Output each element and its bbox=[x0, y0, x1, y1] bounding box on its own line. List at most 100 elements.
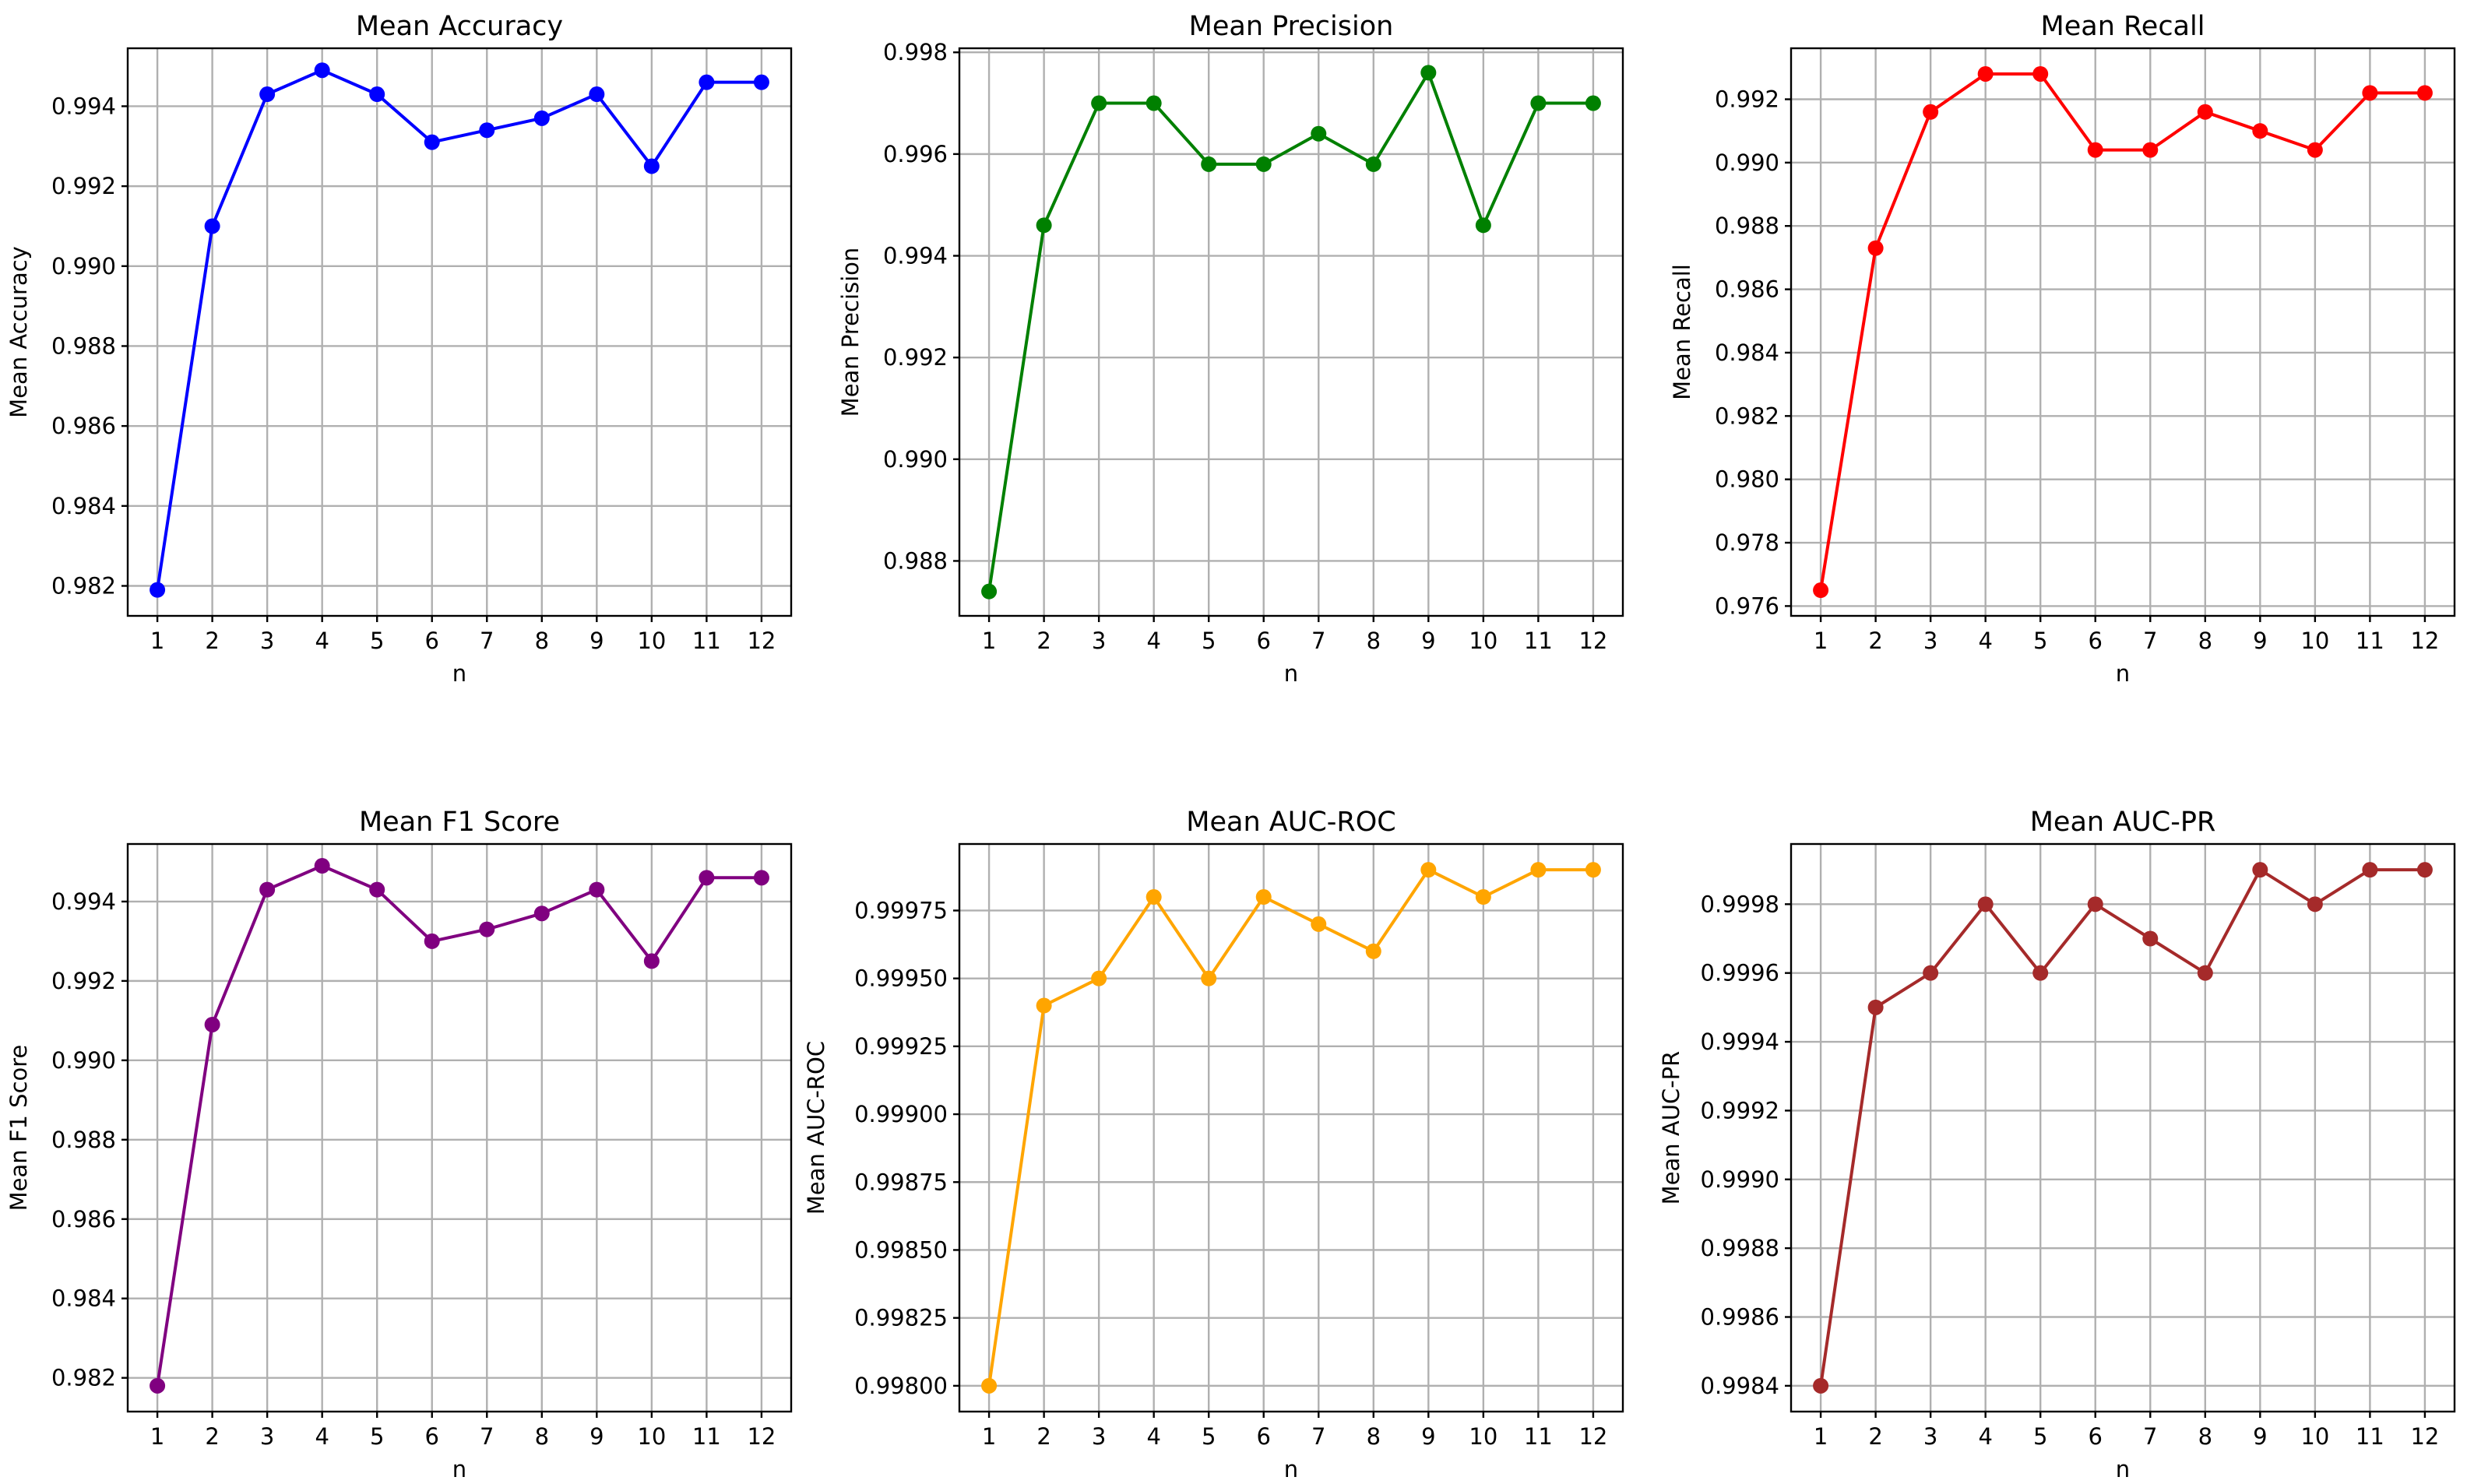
data-point bbox=[643, 953, 660, 969]
series-line bbox=[156, 69, 762, 590]
x-tick-label: 11 bbox=[1524, 628, 1553, 654]
y-tick-label: 0.99875 bbox=[854, 1169, 948, 1195]
x-tick-label: 1 bbox=[150, 628, 164, 654]
data-point bbox=[2142, 142, 2159, 158]
data-point bbox=[1091, 95, 1107, 111]
y-tick-label: 0.99950 bbox=[854, 965, 948, 992]
x-tick-label: 5 bbox=[2033, 628, 2047, 654]
x-tick-label: 5 bbox=[370, 628, 384, 654]
data-point bbox=[204, 218, 220, 234]
axes-frame bbox=[1790, 47, 2456, 617]
x-tick-label: 9 bbox=[589, 628, 604, 654]
y-tick-label: 0.988 bbox=[51, 1127, 116, 1153]
data-point bbox=[479, 921, 495, 937]
data-point bbox=[2087, 142, 2103, 158]
data-point bbox=[1311, 916, 1327, 932]
x-tick-label: 2 bbox=[1036, 628, 1050, 654]
data-point bbox=[2197, 104, 2213, 120]
x-tick-label: 8 bbox=[1367, 628, 1381, 654]
x-tick-label: 2 bbox=[1868, 628, 1882, 654]
data-point bbox=[2307, 142, 2323, 158]
data-point bbox=[479, 122, 495, 139]
y-tick-label: 0.978 bbox=[1715, 529, 1779, 556]
chart-title: Mean Accuracy bbox=[356, 11, 563, 42]
x-tick-label: 8 bbox=[1367, 1423, 1381, 1450]
y-tick-label: 0.9986 bbox=[1701, 1304, 1779, 1331]
x-tick-label: 8 bbox=[2198, 1423, 2212, 1450]
y-tick-label: 0.9994 bbox=[1701, 1029, 1779, 1055]
data-point bbox=[1813, 582, 1829, 599]
data-point bbox=[2362, 85, 2378, 101]
y-tick-label: 0.990 bbox=[1715, 149, 1779, 176]
y-tick-label: 0.982 bbox=[51, 572, 116, 599]
data-point bbox=[369, 881, 385, 898]
y-tick-label: 0.986 bbox=[51, 1206, 116, 1233]
x-axis-label: n bbox=[2116, 660, 2130, 687]
data-point bbox=[2142, 930, 2159, 947]
series-line bbox=[987, 868, 1593, 1387]
y-tick-label: 0.99800 bbox=[854, 1373, 948, 1399]
data-point bbox=[2416, 862, 2433, 878]
chart-panel: 1 2 3 4 5 6 7 8 9 10 11 120.9820.9840.9860.9880.990… bbox=[5, 807, 793, 1482]
data-point bbox=[1530, 862, 1547, 878]
x-tick-label: 4 bbox=[315, 628, 329, 654]
data-point bbox=[1255, 156, 1272, 172]
x-tick-label: 4 bbox=[1978, 628, 1992, 654]
data-point bbox=[1923, 965, 1939, 981]
data-point bbox=[2307, 896, 2323, 913]
data-point bbox=[2252, 123, 2268, 139]
data-point bbox=[1201, 156, 1217, 172]
data-point bbox=[1420, 65, 1437, 81]
data-point bbox=[2362, 862, 2378, 878]
x-tick-label: 7 bbox=[1311, 628, 1325, 654]
data-point bbox=[1311, 125, 1327, 142]
x-tick-label: 6 bbox=[425, 628, 439, 654]
y-tick-label: 0.992 bbox=[51, 173, 116, 199]
x-axis-label: n bbox=[1284, 660, 1298, 687]
data-point bbox=[1146, 95, 1162, 111]
data-point bbox=[424, 134, 440, 150]
x-tick-label: 4 bbox=[1146, 628, 1160, 654]
x-tick-label: 10 bbox=[2300, 1423, 2329, 1450]
data-point bbox=[2087, 896, 2103, 913]
x-tick-label: 9 bbox=[1421, 1423, 1435, 1450]
x-tick-label: 11 bbox=[692, 1423, 721, 1450]
y-tick-label: 0.982 bbox=[51, 1365, 116, 1391]
chart-panel: 1 2 3 4 5 6 7 8 9 10 11 120.998000.998250.998500.99… bbox=[803, 807, 1624, 1482]
x-tick-label: 12 bbox=[1578, 628, 1607, 654]
y-tick-label: 0.988 bbox=[51, 332, 116, 359]
data-point bbox=[1365, 156, 1381, 172]
y-tick-label: 0.990 bbox=[883, 446, 948, 473]
data-point bbox=[424, 933, 440, 949]
chart-title: Mean AUC-ROC bbox=[1186, 807, 1395, 838]
y-tick-label: 0.99925 bbox=[854, 1033, 948, 1060]
y-axis-label: Mean Recall bbox=[1669, 264, 1695, 400]
y-tick-label: 0.984 bbox=[1715, 339, 1779, 366]
data-point bbox=[1091, 970, 1107, 986]
x-tick-label: 3 bbox=[1092, 628, 1106, 654]
x-tick-label: 12 bbox=[747, 1423, 776, 1450]
y-tick-label: 0.992 bbox=[51, 968, 116, 994]
x-axis-label: n bbox=[452, 1456, 466, 1482]
data-point bbox=[259, 86, 276, 103]
data-point bbox=[314, 858, 330, 874]
data-point bbox=[1530, 95, 1547, 111]
x-tick-label: 7 bbox=[480, 628, 494, 654]
x-tick-label: 1 bbox=[982, 1423, 996, 1450]
y-tick-label: 0.9992 bbox=[1701, 1097, 1779, 1124]
y-tick-label: 0.986 bbox=[51, 413, 116, 439]
y-tick-label: 0.976 bbox=[1715, 593, 1779, 619]
data-point bbox=[2197, 965, 2213, 981]
x-tick-label: 1 bbox=[150, 1423, 164, 1450]
y-tick-label: 0.99900 bbox=[854, 1101, 948, 1127]
x-axis-label: n bbox=[452, 660, 466, 687]
data-point bbox=[1585, 862, 1601, 878]
y-tick-label: 0.990 bbox=[51, 1047, 116, 1074]
x-tick-label: 7 bbox=[480, 1423, 494, 1450]
x-tick-label: 5 bbox=[1202, 1423, 1216, 1450]
y-tick-label: 0.9996 bbox=[1701, 960, 1779, 986]
data-point bbox=[1420, 862, 1437, 878]
data-point bbox=[204, 1016, 220, 1032]
axes-frame bbox=[126, 47, 793, 617]
